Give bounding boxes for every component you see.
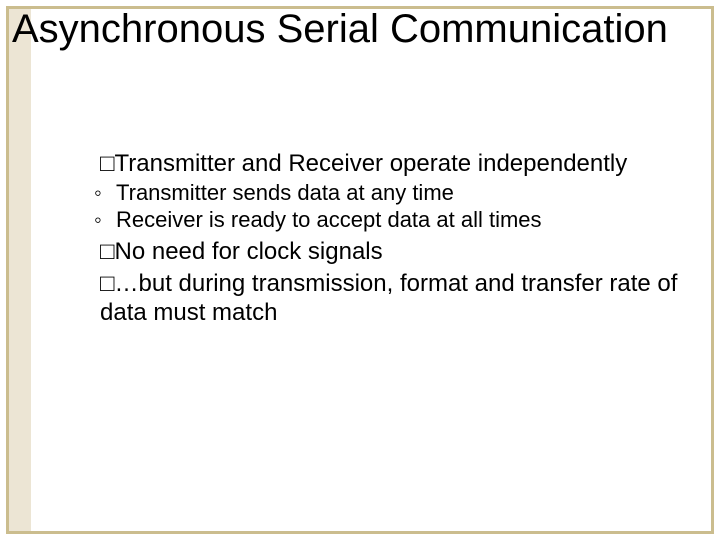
left-accent-strip	[9, 9, 31, 531]
sub-bullet-text: Receiver is ready to accept data at all …	[116, 207, 542, 232]
square-bullet-icon: □	[100, 150, 115, 178]
square-bullet-icon: □	[100, 270, 115, 298]
slide-title: Asynchronous Serial Communication	[12, 6, 700, 52]
sub-bullet-item: ◦Transmitter sends data at any time	[104, 180, 690, 207]
bullet-group-2: □No need for clock signals	[100, 238, 690, 266]
bullet-item: □No need for clock signals	[100, 238, 690, 266]
square-bullet-icon: □	[100, 238, 115, 266]
bullet-text: …but during transmission, format and tra…	[100, 270, 677, 325]
sub-bullet-text: Transmitter sends data at any time	[116, 180, 454, 205]
bullet-group-3: □…but during transmission, format and tr…	[100, 270, 690, 327]
bullet-group-1: □Transmitter and Receiver operate indepe…	[100, 150, 690, 234]
sub-bullet-item: ◦Receiver is ready to accept data at all…	[104, 207, 690, 234]
bullet-text: Transmitter and Receiver operate indepen…	[115, 150, 628, 177]
slide: Asynchronous Serial Communication □Trans…	[0, 0, 720, 540]
bullet-item: □Transmitter and Receiver operate indepe…	[100, 150, 690, 178]
slide-body: □Transmitter and Receiver operate indepe…	[100, 150, 690, 331]
bullet-item: □…but during transmission, format and tr…	[100, 270, 690, 327]
bullet-text: No need for clock signals	[115, 238, 383, 265]
